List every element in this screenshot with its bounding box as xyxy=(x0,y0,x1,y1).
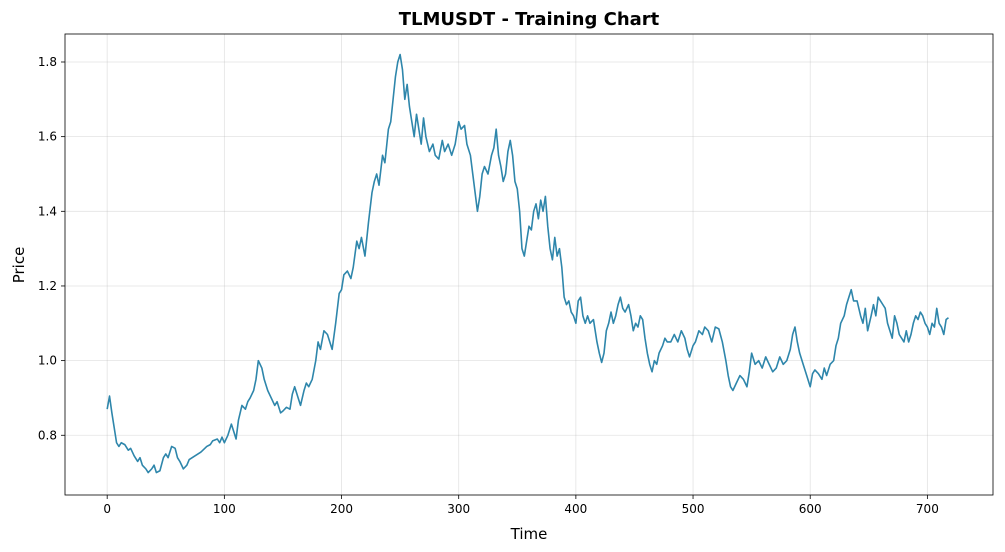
x-tick-label: 300 xyxy=(447,502,470,516)
y-tick-label: 1.6 xyxy=(38,130,57,144)
plot-frame xyxy=(64,33,994,496)
x-tick-label: 0 xyxy=(103,502,111,516)
x-axis-ticks: 0 100 200 300 400 500 600 700 xyxy=(103,495,939,516)
x-tick-label: 600 xyxy=(799,502,822,516)
price-line xyxy=(106,53,949,474)
x-tick-label: 500 xyxy=(682,502,705,516)
x-tick-label: 200 xyxy=(330,502,353,516)
x-tick-label: 400 xyxy=(564,502,587,516)
y-axis-label: Price xyxy=(10,247,28,284)
y-tick-label: 1.2 xyxy=(38,279,57,293)
chart-title: TLMUSDT - Training Chart xyxy=(399,9,660,30)
series-line-layer xyxy=(106,53,949,474)
y-tick-label: 0.8 xyxy=(38,428,57,442)
y-tick-label: 1.8 xyxy=(38,55,57,69)
y-tick-label: 1.0 xyxy=(38,354,57,368)
y-axis-ticks: 0.8 1.0 1.2 1.4 1.6 1.8 xyxy=(38,55,65,442)
grid xyxy=(65,34,993,495)
x-axis-label: Time xyxy=(510,525,548,543)
x-tick-label: 100 xyxy=(213,502,236,516)
y-tick-label: 1.4 xyxy=(38,204,57,218)
x-tick-label: 700 xyxy=(916,502,939,516)
